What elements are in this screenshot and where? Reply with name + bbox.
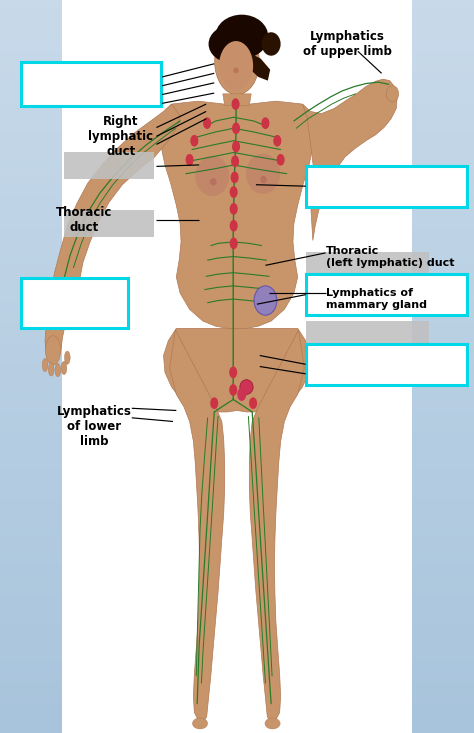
Ellipse shape	[260, 176, 267, 183]
Ellipse shape	[192, 718, 208, 729]
Circle shape	[231, 172, 238, 183]
Circle shape	[186, 155, 193, 165]
Ellipse shape	[254, 286, 277, 315]
Circle shape	[230, 221, 237, 231]
Bar	[21, 278, 128, 328]
Bar	[64, 152, 154, 179]
Circle shape	[250, 398, 256, 408]
Text: Lymphatics of
mammary gland: Lymphatics of mammary gland	[326, 288, 427, 310]
Bar	[306, 166, 467, 207]
Bar	[306, 345, 429, 370]
Ellipse shape	[46, 336, 61, 365]
Text: Thoracic
(left lymphatic) duct: Thoracic (left lymphatic) duct	[326, 246, 454, 268]
Bar	[306, 277, 429, 302]
Ellipse shape	[386, 86, 399, 102]
Polygon shape	[223, 94, 251, 106]
Circle shape	[230, 238, 237, 248]
Circle shape	[262, 118, 269, 128]
Text: Lymphatics
of upper limb: Lymphatics of upper limb	[302, 30, 392, 58]
Bar	[306, 252, 429, 277]
Circle shape	[233, 141, 239, 152]
Ellipse shape	[64, 351, 70, 364]
Ellipse shape	[246, 153, 280, 194]
Polygon shape	[246, 51, 270, 81]
Circle shape	[274, 136, 281, 146]
Circle shape	[238, 388, 246, 400]
Circle shape	[230, 204, 237, 214]
Ellipse shape	[209, 25, 256, 63]
Ellipse shape	[55, 364, 61, 377]
Polygon shape	[45, 104, 180, 363]
Bar	[306, 321, 429, 346]
Bar	[21, 62, 161, 106]
Bar	[306, 344, 467, 385]
Text: Right
lymphatic
duct: Right lymphatic duct	[88, 115, 154, 158]
Ellipse shape	[42, 358, 48, 372]
Circle shape	[191, 136, 198, 146]
Circle shape	[204, 118, 210, 128]
Ellipse shape	[210, 178, 217, 185]
Polygon shape	[302, 79, 397, 240]
Ellipse shape	[240, 380, 253, 394]
Ellipse shape	[195, 155, 229, 196]
Ellipse shape	[233, 67, 239, 73]
Circle shape	[230, 187, 237, 197]
Polygon shape	[160, 101, 314, 329]
Bar	[64, 210, 154, 237]
Circle shape	[230, 385, 237, 395]
Ellipse shape	[215, 15, 268, 59]
Ellipse shape	[215, 29, 259, 95]
Ellipse shape	[265, 718, 280, 729]
Bar	[306, 274, 467, 315]
Circle shape	[233, 123, 239, 133]
Text: Thoracic
duct: Thoracic duct	[56, 206, 112, 234]
Circle shape	[211, 398, 218, 408]
Text: Lymphatics
of lower
limb: Lymphatics of lower limb	[56, 405, 131, 448]
Ellipse shape	[219, 41, 253, 91]
Circle shape	[230, 367, 237, 377]
Ellipse shape	[262, 32, 281, 56]
Ellipse shape	[61, 361, 67, 375]
Polygon shape	[249, 330, 304, 722]
Circle shape	[232, 156, 238, 166]
Circle shape	[277, 155, 284, 165]
Bar	[62, 0, 412, 733]
Polygon shape	[164, 328, 310, 412]
Ellipse shape	[48, 363, 54, 376]
Circle shape	[232, 99, 239, 109]
Polygon shape	[170, 330, 225, 722]
